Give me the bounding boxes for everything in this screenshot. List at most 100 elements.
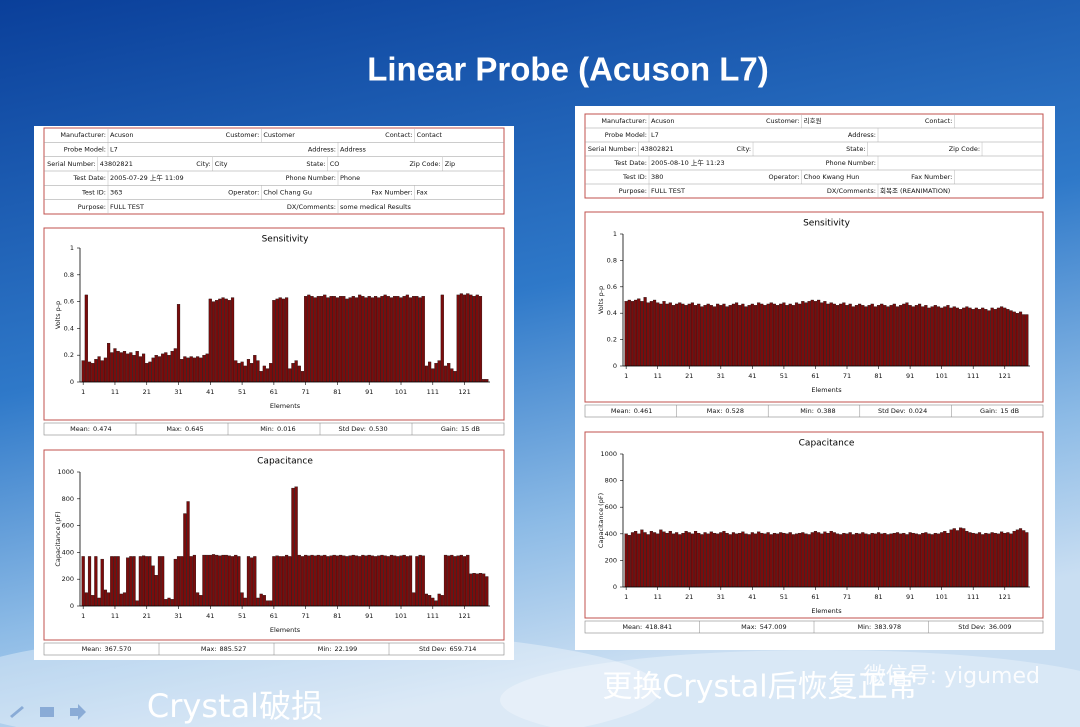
bar	[810, 299, 814, 367]
bar	[864, 306, 868, 367]
bar	[927, 533, 931, 588]
bar	[415, 296, 419, 383]
field-label: State:	[846, 145, 865, 153]
bar	[469, 573, 473, 607]
bar	[339, 554, 343, 607]
field-label: State:	[306, 160, 325, 168]
bar	[199, 357, 203, 383]
bar	[161, 353, 165, 383]
chart-title: Sensitivity	[803, 219, 851, 229]
x-tick-label: 71	[843, 372, 851, 380]
x-tick-label: 11	[654, 593, 662, 601]
bar	[396, 296, 400, 383]
bar	[316, 296, 320, 383]
field-value: Chol Chang Gu	[263, 189, 312, 197]
bar	[335, 297, 340, 383]
stats-row	[584, 404, 1044, 418]
field-label: Contact:	[385, 131, 412, 139]
field-value: 2005-07-29 上午 11:09	[110, 173, 184, 182]
bar	[272, 556, 276, 607]
bar	[681, 532, 685, 588]
x-axis-label: Elements	[270, 626, 301, 634]
bar	[684, 530, 688, 588]
bar	[977, 532, 982, 588]
field-value: L7	[651, 131, 659, 139]
bar	[319, 555, 324, 607]
bar	[300, 556, 305, 607]
bar	[851, 534, 855, 588]
bar	[892, 532, 896, 588]
bar	[386, 556, 390, 607]
bar	[959, 309, 963, 367]
bar	[940, 532, 944, 588]
bar	[275, 555, 279, 607]
bar	[940, 307, 944, 367]
x-tick-label: 71	[302, 612, 310, 620]
bar	[668, 302, 672, 367]
bar	[652, 299, 657, 367]
bar	[794, 302, 799, 367]
bar	[902, 303, 906, 367]
bar	[848, 532, 852, 588]
bar	[167, 597, 171, 607]
bar	[351, 296, 355, 383]
stat-label: Min:	[858, 623, 872, 631]
bar	[294, 360, 298, 383]
bar	[332, 554, 336, 607]
bar	[741, 303, 745, 367]
bar	[709, 305, 713, 367]
x-tick-label: 41	[748, 593, 756, 601]
chart-title: Capacitance	[257, 457, 313, 467]
bar	[753, 305, 758, 367]
bar	[119, 352, 123, 383]
bar	[766, 532, 770, 588]
bar	[326, 297, 330, 383]
bar	[237, 363, 241, 383]
bar	[968, 532, 972, 588]
bar	[782, 532, 786, 588]
bar	[434, 363, 438, 383]
bar	[681, 303, 685, 367]
bar	[646, 302, 650, 367]
bar	[304, 554, 308, 607]
bar	[186, 357, 190, 383]
nav-icons	[10, 704, 86, 720]
bar	[719, 532, 723, 588]
bar	[873, 306, 877, 367]
bar	[421, 555, 425, 607]
stat-value: 0.016	[277, 425, 296, 433]
bar	[154, 575, 158, 607]
field-label: Serial Number:	[47, 160, 96, 168]
bar	[735, 533, 739, 588]
bar	[788, 532, 792, 588]
bar	[858, 533, 862, 588]
bar	[933, 305, 937, 367]
bar	[87, 361, 92, 383]
bar	[345, 298, 349, 383]
y-tick-label: 600	[605, 503, 617, 511]
bar	[240, 361, 244, 383]
y-axis-label: Volts p-p	[54, 301, 62, 329]
bar	[157, 556, 162, 607]
bar	[987, 310, 991, 367]
bar	[984, 309, 988, 367]
bar	[706, 303, 710, 367]
x-tick-label: 111	[967, 593, 979, 601]
bar	[478, 573, 483, 607]
bar	[453, 371, 457, 383]
bar	[377, 555, 381, 607]
bar	[110, 556, 114, 607]
bar	[374, 556, 378, 607]
bar	[122, 592, 127, 607]
watermark: 微信号: yigumed	[864, 664, 1040, 689]
bar	[141, 555, 146, 607]
field-label: DX/Comments:	[827, 187, 876, 195]
bar	[725, 532, 729, 588]
bar	[858, 303, 862, 367]
bar	[421, 296, 425, 383]
bar	[716, 533, 720, 588]
field-label: Purpose:	[619, 187, 647, 195]
bar	[180, 359, 184, 383]
field-value: FULL TEST	[651, 187, 685, 195]
bar	[848, 303, 852, 367]
